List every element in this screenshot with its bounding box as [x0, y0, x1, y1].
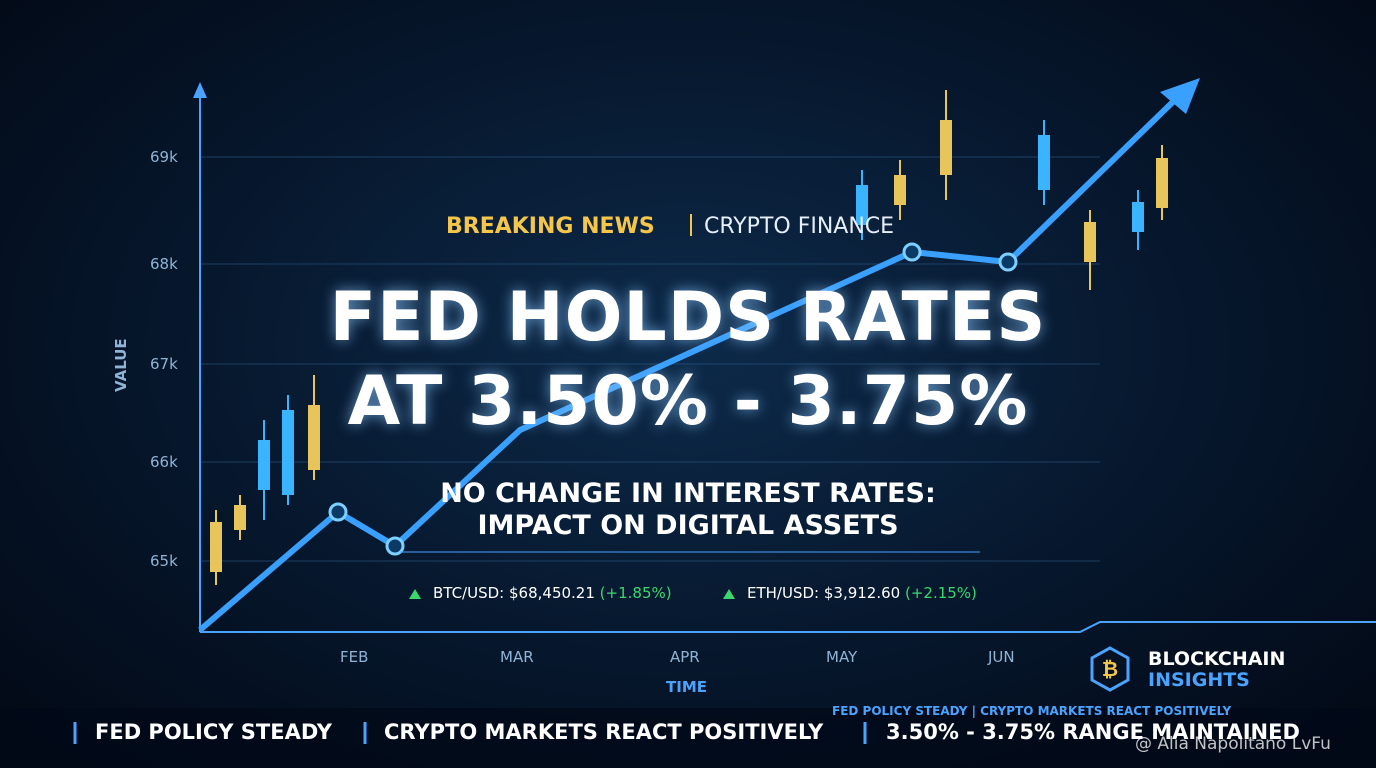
x-label: APR: [670, 648, 700, 666]
y-axis-title: VALUE: [112, 338, 130, 392]
y-label: 67k: [150, 355, 178, 373]
x-axis-title: TIME: [666, 678, 707, 696]
brand-tagline: FED POLICY STEADY | CRYPTO MARKETS REACT…: [832, 704, 1232, 718]
pair: BTC/USD:: [433, 584, 505, 602]
change: (+1.85%): [599, 584, 672, 602]
x-label: MAY: [826, 648, 858, 666]
price: $68,450.21: [509, 584, 595, 602]
y-label: 66k: [150, 453, 178, 471]
brand-name: INSIGHTS: [1148, 669, 1250, 691]
subheadline: NO CHANGE IN INTEREST RATES:: [440, 478, 936, 509]
section-label: CRYPTO FINANCE: [704, 214, 895, 239]
x-label: MAR: [500, 648, 534, 666]
y-label: 65k: [150, 552, 178, 570]
ticker-bar-item: CRYPTO MARKETS REACT POSITIVELY: [384, 720, 824, 744]
headline: AT 3.50% - 3.75%: [347, 362, 1029, 441]
pair: ETH/USD:: [747, 584, 820, 602]
subheadline: IMPACT ON DIGITAL ASSETS: [477, 510, 899, 541]
price: $3,912.60: [823, 584, 901, 602]
y-label: 69k: [150, 148, 178, 166]
x-label: JUN: [988, 648, 1015, 666]
ticker-bar-item: FED POLICY STEADY: [95, 720, 332, 744]
y-label: 68k: [150, 255, 178, 273]
watermark: @ Alia Napolitano LvFu: [1135, 734, 1331, 754]
breaking-label: BREAKING NEWS: [446, 214, 655, 239]
svg-text:₿: ₿: [1102, 657, 1118, 681]
x-label: FEB: [340, 648, 369, 666]
headline: FED HOLDS RATES: [329, 278, 1047, 357]
ticker-quote: ETH/USD: $3,912.60 (+2.15%): [747, 584, 977, 602]
ticker-quote: BTC/USD: $68,450.21 (+1.85%): [433, 584, 672, 602]
brand-name: BLOCKCHAIN: [1148, 648, 1286, 670]
change: (+2.15%): [904, 584, 977, 602]
ticker-bar-item: 3.50% - 3.75% RANGE MAINTAINED: [886, 720, 1300, 744]
